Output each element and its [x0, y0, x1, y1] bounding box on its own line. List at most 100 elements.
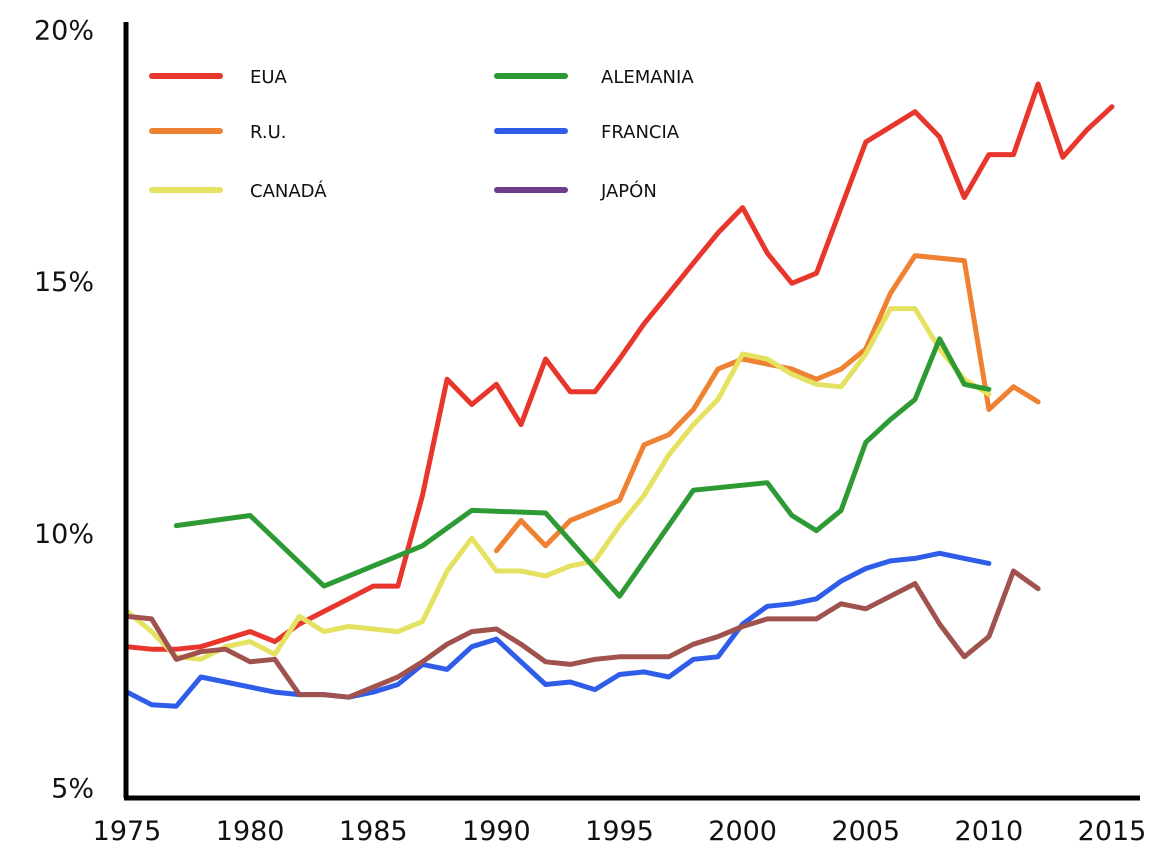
data-point-canada [765, 357, 770, 361]
data-point-francia [149, 702, 154, 707]
data-point-eua [568, 389, 573, 394]
y-tick-label: 10% [34, 519, 94, 550]
data-point-eua [1085, 127, 1090, 132]
data-point-eua [839, 205, 844, 210]
x-tick-label: 1990 [462, 816, 531, 847]
data-point-japon [248, 659, 253, 664]
data-point-canada [863, 352, 868, 356]
legend-item-japon: JAPÓN [494, 180, 657, 202]
data-point-francia [913, 556, 917, 561]
data-point-japon [519, 642, 523, 647]
data-point-alemania [469, 508, 474, 513]
data-point-japon [863, 606, 868, 611]
data-point-r-u [666, 432, 671, 437]
data-point-japon [445, 642, 450, 647]
data-point-japon [1011, 569, 1016, 573]
data-point-francia [839, 579, 844, 584]
series-layer [124, 81, 1115, 709]
data-point-japon [420, 659, 425, 664]
data-point-canada [322, 629, 326, 634]
data-point-japon [814, 616, 819, 621]
data-point-alemania [888, 417, 893, 422]
data-point-japon [691, 642, 696, 647]
data-point-alemania [174, 523, 179, 528]
x-tick-label: 1975 [93, 816, 162, 847]
data-point-canada [986, 392, 991, 397]
data-point-r-u [1036, 399, 1041, 404]
data-point-r-u [789, 367, 794, 372]
data-point-japon [937, 622, 942, 626]
data-point-eua [149, 647, 154, 652]
data-point-eua [371, 584, 376, 589]
data-point-eua [223, 637, 228, 642]
data-point-japon [371, 685, 376, 690]
data-point-japon [198, 649, 203, 654]
series-alemania [173, 336, 992, 599]
data-point-r-u [642, 442, 647, 447]
data-point-francia [469, 644, 474, 649]
data-point-eua [617, 357, 622, 361]
data-point-canada [371, 627, 376, 631]
data-point-r-u [691, 407, 696, 412]
data-point-eua [174, 647, 179, 652]
data-point-r-u [913, 253, 917, 258]
data-point-eua [962, 195, 967, 200]
data-point-r-u [986, 407, 991, 412]
data-point-canada [198, 657, 203, 662]
data-point-francia [617, 672, 622, 677]
x-tick-label: 2005 [831, 816, 900, 847]
data-point-francia [494, 637, 499, 642]
data-point-japon [716, 634, 720, 639]
data-point-r-u [716, 367, 720, 372]
data-point-r-u [592, 508, 597, 513]
x-tick-label: 1985 [339, 816, 408, 847]
data-point-canada [592, 558, 597, 563]
data-point-eua [543, 357, 548, 361]
series-eua [124, 81, 1115, 652]
data-point-alemania [691, 488, 696, 493]
legend-label-alemania: ALEMANIA [601, 67, 694, 88]
data-point-francia [568, 680, 573, 684]
legend-item-francia: FRANCIA [494, 122, 680, 143]
data-point-japon [174, 657, 179, 662]
data-point-eua [297, 622, 302, 626]
data-point-japon [346, 695, 351, 700]
data-point-eua [1036, 82, 1041, 86]
data-point-eua [395, 584, 400, 589]
data-point-francia [543, 682, 548, 687]
data-point-francia [789, 601, 794, 606]
data-point-francia [888, 558, 893, 563]
data-point-eua [1060, 155, 1065, 160]
data-point-francia [814, 596, 819, 601]
data-point-canada [469, 536, 474, 541]
data-point-canada [617, 523, 622, 528]
legend-item-ru: R.U. [149, 122, 286, 143]
data-point-japon [297, 692, 302, 697]
data-point-alemania [986, 387, 991, 392]
data-point-japon [642, 654, 647, 659]
data-point-japon [272, 657, 277, 662]
data-point-alemania [789, 513, 794, 518]
data-point-francia [223, 680, 228, 684]
data-point-canada [297, 614, 302, 619]
data-point-francia [666, 675, 671, 679]
data-point-japon [223, 647, 228, 652]
x-tick-label: 1980 [216, 816, 285, 847]
data-point-francia [986, 561, 991, 566]
legend-item-eua: EUA [149, 67, 288, 88]
data-point-japon [962, 654, 967, 659]
data-point-alemania [420, 543, 425, 548]
series-line-japon [124, 568, 1041, 700]
y-tick-label: 20% [34, 16, 94, 47]
y-tick-labels: 5% 10% 15% 20% [34, 16, 94, 805]
data-point-canada [568, 563, 573, 568]
data-point-francia [445, 667, 450, 672]
series-line-alemania [173, 336, 992, 599]
data-point-eua [1110, 104, 1114, 109]
data-point-eua [716, 230, 720, 235]
data-point-alemania [863, 440, 868, 445]
data-point-francia [248, 685, 253, 690]
data-point-eua [198, 644, 203, 649]
data-point-eua [248, 629, 253, 634]
